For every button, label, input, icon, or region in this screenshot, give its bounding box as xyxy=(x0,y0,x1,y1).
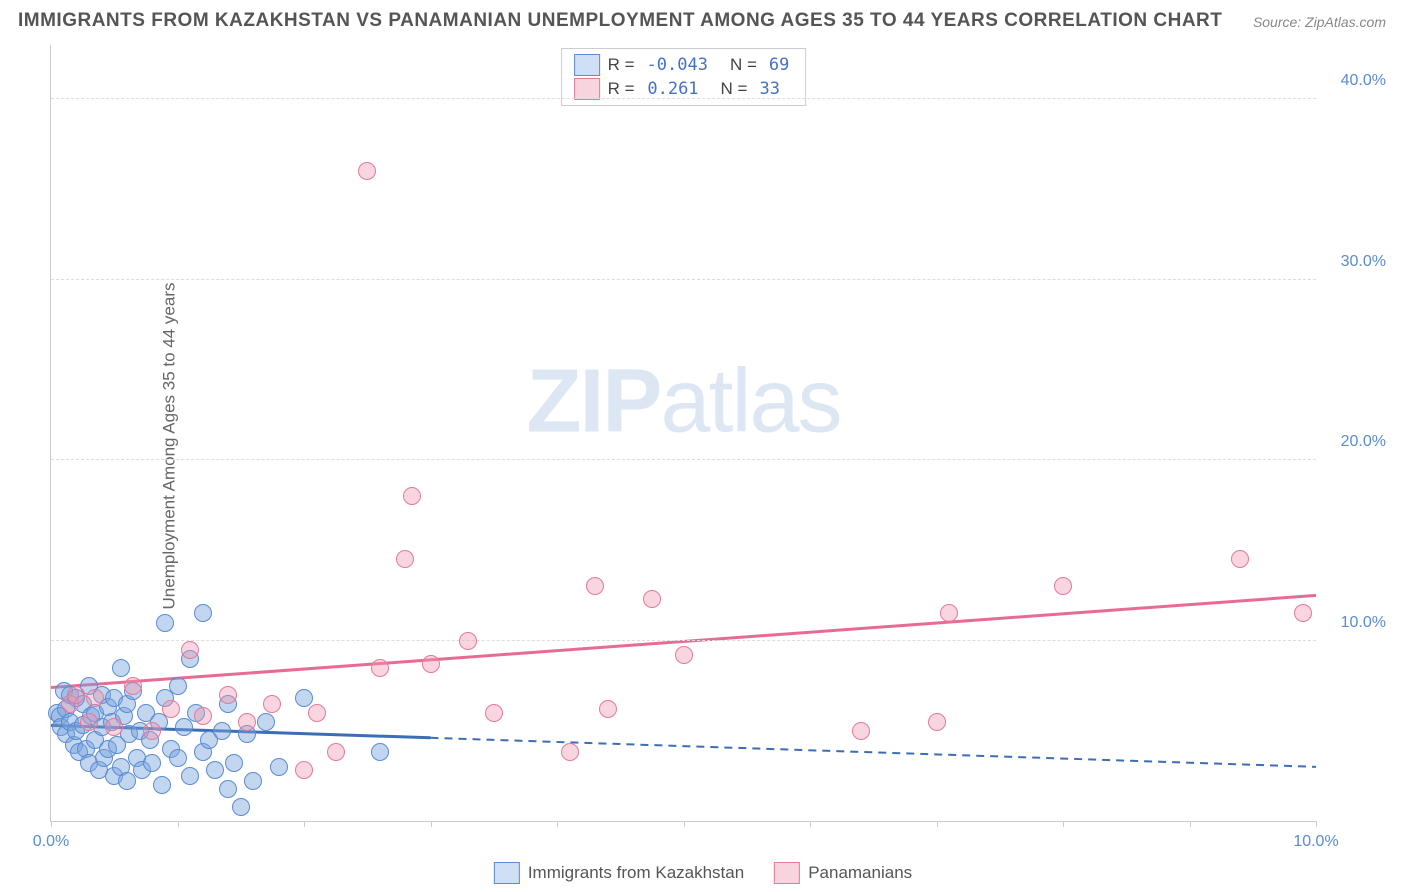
watermark: ZIPatlas xyxy=(526,350,840,453)
gridline xyxy=(51,98,1316,99)
scatter-point-kazakhstan xyxy=(169,749,187,767)
scatter-point-kazakhstan xyxy=(153,776,171,794)
scatter-point-panamanians xyxy=(194,707,212,725)
scatter-point-panamanians xyxy=(1294,604,1312,622)
series-legend-item-kazakhstan: Immigrants from Kazakhstan xyxy=(494,862,744,884)
scatter-point-panamanians xyxy=(643,590,661,608)
x-tick-mark xyxy=(810,821,811,827)
scatter-point-panamanians xyxy=(403,487,421,505)
x-tick-mark xyxy=(178,821,179,827)
x-tick-mark xyxy=(937,821,938,827)
scatter-point-panamanians xyxy=(940,604,958,622)
legend-row-kazakhstan: R = -0.043 N = 69 xyxy=(574,53,794,77)
y-tick-label: 40.0% xyxy=(1326,72,1386,90)
x-tick-mark xyxy=(51,821,52,827)
scatter-point-panamanians xyxy=(238,713,256,731)
scatter-point-kazakhstan xyxy=(257,713,275,731)
legend-n-value: 69 xyxy=(765,55,793,75)
scatter-point-kazakhstan xyxy=(219,780,237,798)
scatter-point-panamanians xyxy=(295,761,313,779)
legend-r-value: 0.261 xyxy=(643,79,703,99)
scatter-point-panamanians xyxy=(162,700,180,718)
scatter-point-panamanians xyxy=(371,659,389,677)
legend-r-label: R = xyxy=(608,79,635,99)
source-attribution: Source: ZipAtlas.com xyxy=(1253,14,1386,30)
trend-line-panamanians xyxy=(51,595,1316,687)
scatter-point-panamanians xyxy=(396,550,414,568)
scatter-point-panamanians xyxy=(358,162,376,180)
legend-n-value: 33 xyxy=(755,79,783,99)
scatter-point-kazakhstan xyxy=(244,772,262,790)
scatter-point-kazakhstan xyxy=(225,754,243,772)
scatter-point-panamanians xyxy=(1231,550,1249,568)
scatter-point-kazakhstan xyxy=(270,758,288,776)
scatter-point-kazakhstan xyxy=(232,798,250,816)
y-tick-label: 30.0% xyxy=(1326,253,1386,271)
legend-swatch-icon xyxy=(574,78,600,100)
scatter-point-kazakhstan xyxy=(213,722,231,740)
legend-r-value: -0.043 xyxy=(643,55,712,75)
plot-area: ZIPatlas R =-0.043N =69R =0.261N =33 10.… xyxy=(50,45,1316,822)
scatter-point-panamanians xyxy=(181,641,199,659)
scatter-point-kazakhstan xyxy=(143,754,161,772)
scatter-point-kazakhstan xyxy=(206,761,224,779)
series-legend-label: Immigrants from Kazakhstan xyxy=(528,863,744,883)
scatter-point-panamanians xyxy=(263,695,281,713)
series-legend-label: Panamanians xyxy=(808,863,912,883)
series-legend: Immigrants from Kazakhstan Panamanians xyxy=(494,862,912,884)
legend-swatch-icon xyxy=(774,862,800,884)
scatter-point-panamanians xyxy=(124,677,142,695)
legend-swatch-icon xyxy=(574,54,600,76)
scatter-point-panamanians xyxy=(852,722,870,740)
legend-n-label: N = xyxy=(730,55,757,75)
scatter-point-kazakhstan xyxy=(175,718,193,736)
legend-r-label: R = xyxy=(608,55,635,75)
scatter-point-kazakhstan xyxy=(371,743,389,761)
scatter-point-kazakhstan xyxy=(169,677,187,695)
scatter-point-panamanians xyxy=(599,700,617,718)
gridline xyxy=(51,459,1316,460)
x-tick-mark xyxy=(684,821,685,827)
x-tick-mark xyxy=(557,821,558,827)
scatter-point-panamanians xyxy=(561,743,579,761)
y-tick-label: 10.0% xyxy=(1326,614,1386,632)
scatter-point-panamanians xyxy=(928,713,946,731)
x-tick-mark xyxy=(1316,821,1317,827)
y-tick-label: 20.0% xyxy=(1326,433,1386,451)
scatter-point-panamanians xyxy=(143,722,161,740)
scatter-point-panamanians xyxy=(485,704,503,722)
scatter-point-panamanians xyxy=(586,577,604,595)
x-tick-mark xyxy=(304,821,305,827)
scatter-point-kazakhstan xyxy=(112,659,130,677)
gridline xyxy=(51,640,1316,641)
scatter-point-panamanians xyxy=(86,689,104,707)
legend-swatch-icon xyxy=(494,862,520,884)
scatter-point-panamanians xyxy=(422,655,440,673)
scatter-point-kazakhstan xyxy=(181,767,199,785)
x-tick-mark xyxy=(431,821,432,827)
scatter-point-panamanians xyxy=(327,743,345,761)
scatter-point-panamanians xyxy=(459,632,477,650)
scatter-point-panamanians xyxy=(219,686,237,704)
scatter-point-panamanians xyxy=(105,718,123,736)
scatter-point-kazakhstan xyxy=(156,614,174,632)
scatter-point-kazakhstan xyxy=(118,772,136,790)
chart-title: IMMIGRANTS FROM KAZAKHSTAN VS PANAMANIAN… xyxy=(18,10,1222,32)
scatter-point-panamanians xyxy=(308,704,326,722)
series-legend-item-panamanians: Panamanians xyxy=(774,862,912,884)
x-tick-mark xyxy=(1190,821,1191,827)
scatter-point-panamanians xyxy=(1054,577,1072,595)
trend-lines xyxy=(51,45,1316,821)
scatter-point-kazakhstan xyxy=(194,604,212,622)
scatter-point-panamanians xyxy=(675,646,693,664)
x-tick-label: 0.0% xyxy=(33,833,69,851)
gridline xyxy=(51,279,1316,280)
legend-n-label: N = xyxy=(721,79,748,99)
scatter-point-panamanians xyxy=(67,686,85,704)
x-tick-label: 10.0% xyxy=(1293,833,1338,851)
x-tick-mark xyxy=(1063,821,1064,827)
scatter-point-panamanians xyxy=(80,713,98,731)
